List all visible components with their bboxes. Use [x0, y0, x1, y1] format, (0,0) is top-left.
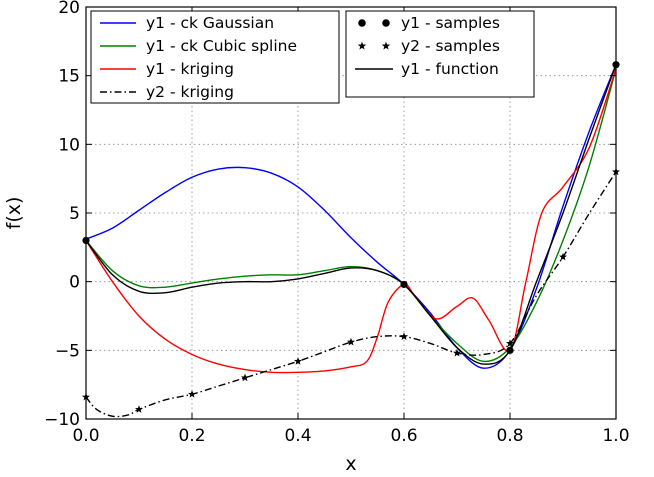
legend-right-items: y1 - samples y2 - samples y1 - function — [355, 14, 500, 78]
legend-left-label: y2 - kriging — [146, 83, 234, 101]
y2-sample-point — [453, 348, 461, 357]
series-lines — [85, 64, 617, 418]
y-tick-label: 20 — [58, 0, 80, 18]
y-tick-label: −5 — [55, 341, 80, 361]
y2-sample-point — [294, 357, 302, 365]
legend-right-label: y1 - function — [401, 60, 499, 78]
y2-sample-point — [400, 332, 408, 340]
x-tick-label: 0.2 — [178, 426, 205, 446]
y2-sample-point — [347, 337, 355, 346]
series-line-y1-ck-gaussian — [85, 64, 617, 369]
legend-left-label: y1 - ck Gaussian — [146, 14, 274, 32]
legend-y2-sample-marker — [357, 41, 367, 50]
y-tick-label: 0 — [69, 273, 80, 293]
legend-y1-sample-marker — [358, 19, 366, 27]
y-tick-label: −10 — [44, 410, 80, 430]
legend-left-label: y1 - ck Cubic spline — [146, 37, 297, 55]
y1-sample-point — [506, 346, 514, 354]
x-tick-label: 0.0 — [72, 426, 99, 446]
legend-left: y1 - ck Gaussian y1 - ck Cubic spline y1 -… — [90, 10, 340, 104]
axis-ticks: 0.0 0.2 0.4 0.6 0.8 1.0 −10 −5 0 5 10 15 20 — [44, 0, 629, 446]
y2-sample-point — [135, 405, 143, 413]
legend-y2-sample-marker — [381, 41, 391, 50]
legend-right-label: y2 - samples — [401, 37, 500, 55]
y-axis-label: f(x) — [3, 197, 25, 230]
y-tick-label: 5 — [69, 204, 80, 224]
x-tick-label: 0.4 — [284, 426, 311, 446]
series-line-y1-kriging — [85, 68, 617, 374]
y2-sample-point — [559, 252, 567, 261]
y2-sample-point — [506, 339, 514, 347]
y2-sample-point — [241, 373, 249, 382]
series-line-y1-ck-cubic-spline — [85, 68, 617, 363]
series-line-y1-function — [85, 64, 617, 365]
y2-sample-point — [188, 390, 196, 398]
legend-right: y1 - samples y2 - samples y1 - function — [345, 10, 535, 98]
legend-left-items: y1 - ck Gaussian y1 - ck Cubic spline y1 -… — [100, 14, 297, 101]
legend-right-box — [345, 10, 535, 98]
legend-y1-sample-marker — [382, 19, 390, 27]
x-axis-label: x — [345, 453, 356, 475]
legend-left-box — [90, 10, 340, 104]
x-tick-label: 0.6 — [390, 426, 417, 446]
x-tick-label: 1.0 — [602, 426, 629, 446]
y-tick-label: 15 — [58, 67, 80, 87]
legend-right-label: y1 - samples — [401, 14, 500, 32]
x-tick-label: 0.8 — [496, 426, 523, 446]
y1-sample-point — [400, 280, 408, 289]
legend-left-label: y1 - kriging — [146, 60, 234, 78]
y-tick-label: 10 — [58, 135, 80, 155]
